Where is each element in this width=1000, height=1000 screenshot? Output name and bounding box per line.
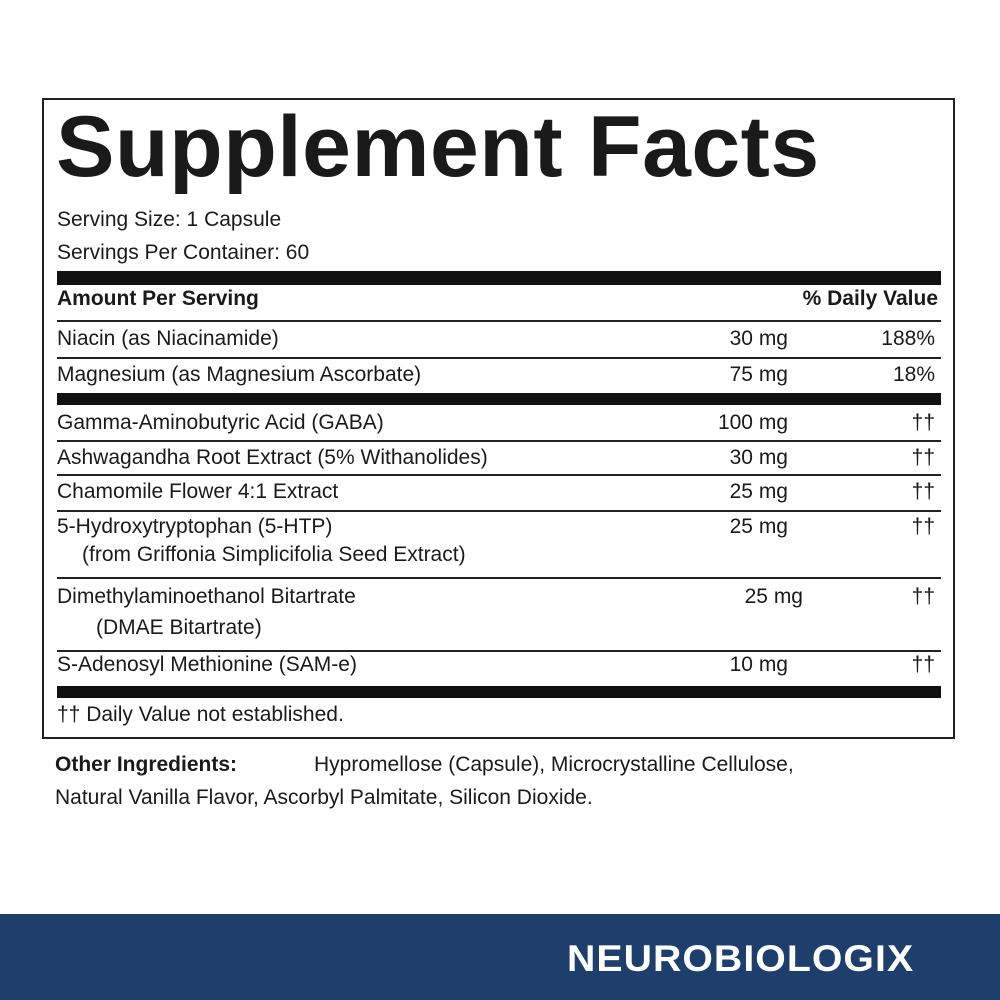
row-name: Gamma-Aminobutyric Acid (GABA) xyxy=(57,411,384,434)
brand-logo: NEUROBIOLOGIX xyxy=(567,938,915,979)
divider xyxy=(57,440,941,442)
row-dv: †† xyxy=(911,585,935,608)
row-dv: †† xyxy=(911,480,935,503)
other-ingredients-label: Other Ingredients: xyxy=(55,753,238,776)
row-amount: 75 mg xyxy=(729,363,788,386)
row-name: Dimethylaminoethanol Bitartrate xyxy=(57,585,356,608)
divider-thick xyxy=(57,686,941,698)
divider xyxy=(57,650,941,652)
row-dv: 188% xyxy=(881,327,935,350)
divider xyxy=(57,357,941,359)
divider xyxy=(57,474,941,476)
divider-thick xyxy=(57,393,941,405)
row-name: Niacin (as Niacinamide) xyxy=(57,327,279,350)
row-dv: †† xyxy=(911,446,935,469)
row-dv: †† xyxy=(911,515,935,538)
header-daily-value: % Daily Value xyxy=(802,287,938,310)
divider xyxy=(57,320,941,322)
row-name: Chamomile Flower 4:1 Extract xyxy=(57,480,339,503)
other-ingredients-line1: Hypromellose (Capsule), Microcrystalline… xyxy=(314,753,794,776)
row-name: S-Adenosyl Methionine (SAM-e) xyxy=(57,653,357,676)
footnote: †† Daily Value not established. xyxy=(57,703,344,726)
row-dv: 18% xyxy=(892,363,935,386)
row-name: 5-Hydroxytryptophan (5-HTP) xyxy=(57,515,333,538)
row-name: Ashwagandha Root Extract (5% Withanolide… xyxy=(57,446,488,469)
row-amount: 25 mg xyxy=(729,480,788,503)
header-amount: Amount Per Serving xyxy=(57,287,259,310)
row-subname: (from Griffonia Simplicifolia Seed Extra… xyxy=(82,543,466,566)
divider xyxy=(57,510,941,512)
row-dv: †† xyxy=(911,411,935,434)
serving-size: Serving Size: 1 Capsule xyxy=(57,208,282,231)
servings-per-container: Servings Per Container: 60 xyxy=(57,241,310,264)
row-dv: †† xyxy=(911,653,935,676)
supplement-facts-panel xyxy=(42,98,955,739)
row-subname: (DMAE Bitartrate) xyxy=(96,616,262,639)
row-name: Magnesium (as Magnesium Ascorbate) xyxy=(57,363,422,386)
divider xyxy=(57,577,941,579)
row-amount: 30 mg xyxy=(729,327,788,350)
row-amount: 10 mg xyxy=(729,653,788,676)
divider-thick xyxy=(57,271,941,285)
row-amount: 30 mg xyxy=(729,446,788,469)
row-amount: 25 mg xyxy=(729,515,788,538)
brand-footer-band xyxy=(0,914,1000,1000)
panel-title: Supplement Facts xyxy=(56,99,820,195)
other-ingredients-line2: Natural Vanilla Flavor, Ascorbyl Palmita… xyxy=(55,786,593,809)
row-amount: 25 mg xyxy=(744,585,803,608)
row-amount: 100 mg xyxy=(717,411,788,434)
